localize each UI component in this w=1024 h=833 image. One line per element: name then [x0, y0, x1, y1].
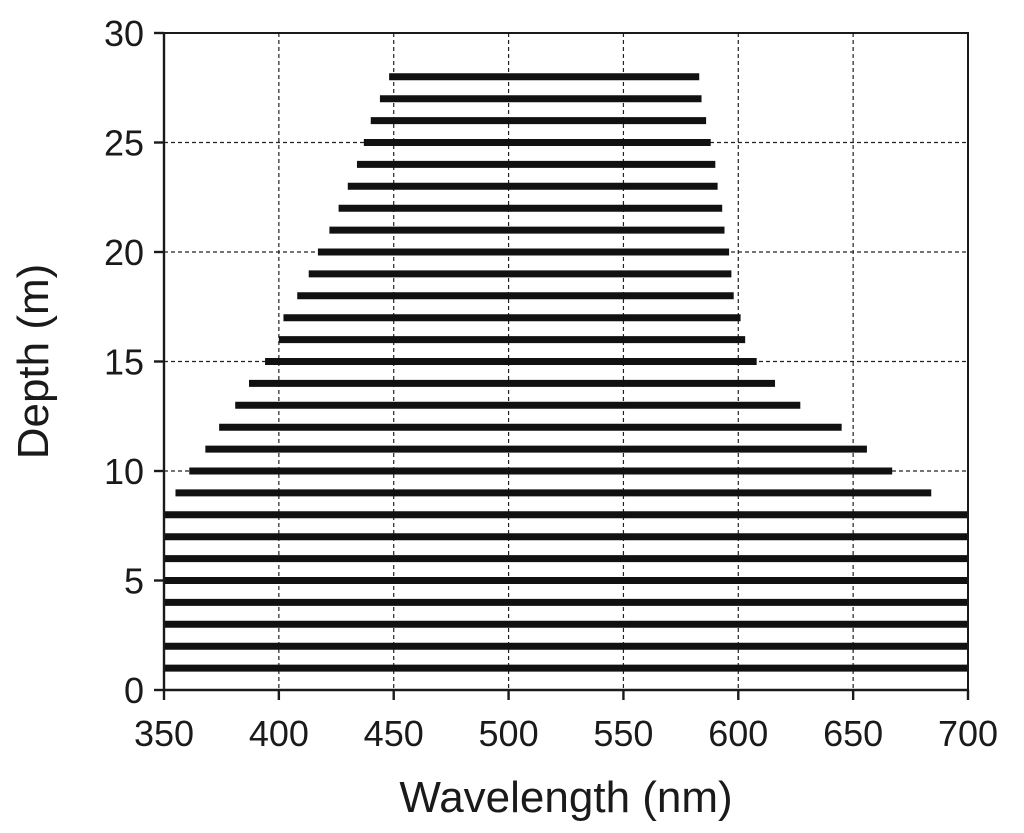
range-bars [164, 73, 968, 672]
y-tick-label: 25 [104, 123, 144, 164]
x-tick-label: 700 [938, 713, 998, 754]
y-tick-label: 20 [104, 232, 144, 273]
y-tick-label: 10 [104, 451, 144, 492]
axes [154, 31, 970, 700]
y-tick-label: 0 [124, 670, 144, 711]
y-tick-label: 30 [104, 13, 144, 54]
x-tick-label: 350 [134, 713, 194, 754]
x-tick-label: 650 [823, 713, 883, 754]
x-tick-label: 600 [708, 713, 768, 754]
y-tick-label: 15 [104, 342, 144, 383]
x-axis-title: Wavelength (nm) [399, 773, 732, 822]
y-tick-labels: 0 5 10 15 20 25 30 [104, 13, 144, 711]
y-axis-title: Depth (m) [9, 264, 58, 460]
x-tick-label: 550 [593, 713, 653, 754]
x-tick-label: 400 [249, 713, 309, 754]
x-tick-label: 450 [364, 713, 424, 754]
x-tick-label: 500 [479, 713, 539, 754]
y-tick-label: 5 [124, 561, 144, 602]
x-tick-labels: 350 400 450 500 550 600 650 700 [134, 713, 998, 754]
